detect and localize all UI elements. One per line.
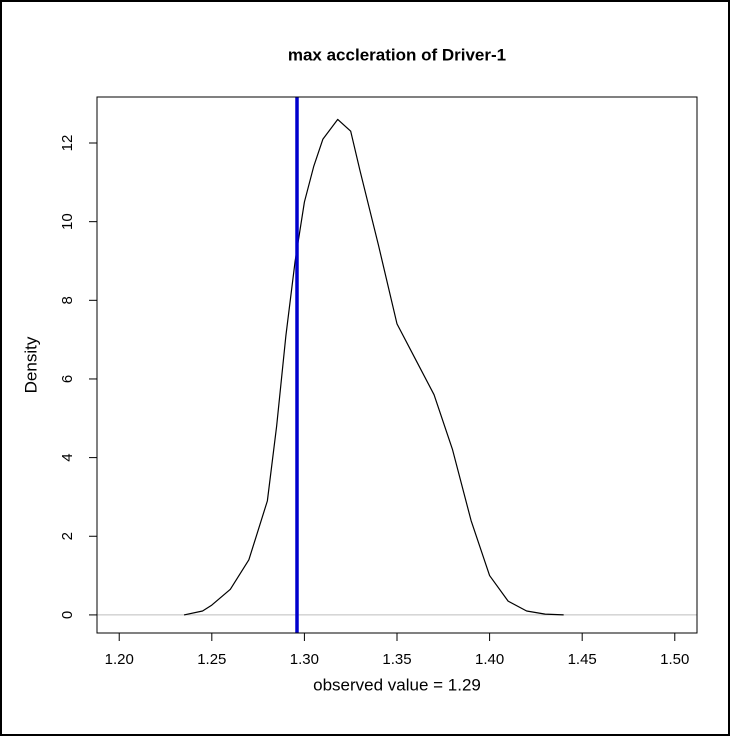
x-tick-label: 1.40 xyxy=(475,651,504,668)
y-tick-label: 6 xyxy=(59,375,76,383)
y-tick-label: 10 xyxy=(59,213,76,230)
y-tick-label: 8 xyxy=(59,296,76,304)
y-tick-label: 0 xyxy=(59,611,76,619)
y-axis-title: Density xyxy=(21,336,40,393)
density-line xyxy=(183,118,564,616)
x-tick-label: 1.35 xyxy=(382,651,411,668)
plot-box xyxy=(96,96,698,634)
x-axis-title: observed value = 1.29 xyxy=(313,675,481,694)
x-tick-label: 1.20 xyxy=(105,651,134,668)
x-tick-label: 1.45 xyxy=(568,651,597,668)
y-tick-label: 12 xyxy=(59,135,76,152)
x-tick-label: 1.30 xyxy=(290,651,319,668)
x-tick-label: 1.25 xyxy=(197,651,226,668)
y-tick-label: 2 xyxy=(59,532,76,540)
y-tick-label: 4 xyxy=(59,453,76,461)
chart-title: max accleration of Driver-1 xyxy=(288,45,506,64)
x-tick-label: 1.50 xyxy=(660,651,689,668)
